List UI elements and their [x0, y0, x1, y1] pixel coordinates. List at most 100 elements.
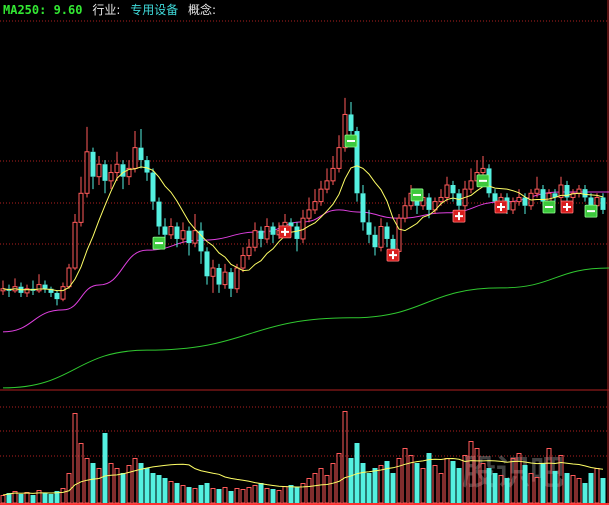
candle-body [78, 192, 84, 223]
volume-bar [498, 475, 504, 504]
volume-bar [138, 463, 144, 503]
candle [228, 268, 234, 298]
candle-body [492, 193, 498, 202]
candle-body [558, 184, 564, 198]
volume-bar [204, 483, 210, 503]
candle [324, 168, 330, 194]
volume-bar [534, 477, 540, 504]
candle-body [60, 286, 66, 300]
sell-signal-minus-icon [344, 134, 358, 148]
candle-body [228, 272, 234, 289]
candle [516, 189, 522, 206]
candle [180, 222, 186, 244]
volume-bar [588, 473, 594, 503]
candle-body [240, 255, 246, 269]
buy-signal-plus-icon [278, 225, 292, 239]
candle-body [150, 172, 156, 202]
volume-bar [294, 487, 300, 503]
volume-bar [300, 483, 306, 504]
candle [372, 226, 378, 256]
candle-body [222, 271, 228, 286]
volume-bar [282, 486, 288, 504]
volume-bar [144, 468, 150, 503]
candle [222, 263, 228, 289]
candle [54, 290, 60, 306]
volume-bar [60, 488, 66, 504]
ma-mid-line [2, 191, 609, 333]
volume-bar [378, 465, 384, 504]
candle-body [552, 193, 558, 198]
ma250-readout: MA250: 9.60 [3, 3, 83, 17]
candle-body [24, 288, 30, 294]
candle-body [438, 196, 444, 203]
candle-body [264, 226, 270, 240]
volume-bar [354, 443, 360, 503]
volume-bar [276, 490, 282, 504]
volume-bar [222, 487, 228, 504]
candle-body [468, 180, 474, 190]
volume-bar [510, 458, 516, 504]
candle [150, 168, 156, 210]
candle-body [258, 230, 264, 239]
sell-signal-minus-icon [152, 236, 166, 250]
volume-bar [312, 473, 318, 504]
candle-body [480, 167, 486, 174]
volume-bar [108, 463, 114, 504]
candle [60, 282, 66, 302]
candle [78, 176, 84, 227]
candle [102, 160, 108, 194]
candle [108, 164, 114, 190]
volume-bar [264, 488, 270, 504]
candle [84, 126, 90, 198]
industry-value[interactable]: 专用设备 [130, 3, 179, 17]
candle [444, 176, 450, 202]
volume-bar [6, 493, 12, 503]
volume-ma-line [2, 457, 604, 496]
volume-bar [270, 489, 276, 503]
candle [330, 155, 336, 185]
candle [42, 280, 48, 293]
candle [258, 226, 264, 248]
candle-body [396, 217, 402, 252]
candle-body [576, 188, 582, 194]
candle-body [522, 197, 528, 206]
volume-bar [336, 453, 342, 504]
volume-bar [366, 473, 372, 503]
candle-body [378, 226, 384, 248]
volume-bar [570, 475, 576, 504]
candle-body [594, 196, 600, 207]
candle-body [102, 164, 108, 181]
candle-body [234, 267, 240, 290]
candle-body [108, 172, 114, 182]
volume-bar [18, 494, 24, 503]
volume-bar [348, 458, 354, 503]
volume-bar [408, 455, 414, 504]
volume-bar [66, 473, 72, 504]
candle [348, 102, 354, 140]
candle [126, 160, 132, 185]
volume-bar [324, 475, 330, 504]
candle [564, 180, 570, 202]
candle-body [270, 226, 276, 235]
volume-bar [444, 458, 450, 504]
candle-body [312, 201, 318, 211]
ma-short-line [2, 165, 604, 292]
volume-bar [78, 443, 84, 504]
volume-bar [402, 448, 408, 504]
candle-body [348, 114, 354, 132]
volume-bar [90, 463, 96, 503]
candle [0, 280, 6, 295]
candle-body [384, 226, 390, 239]
volume-bar [0, 495, 6, 504]
candle-body [288, 222, 294, 227]
candle [534, 176, 540, 198]
candle-body [156, 201, 162, 227]
candle [210, 259, 216, 293]
candle [354, 126, 360, 202]
volume-bar [12, 491, 18, 504]
volume-bar [72, 413, 78, 504]
candle [72, 214, 78, 271]
candle [378, 218, 384, 252]
candle [318, 180, 324, 206]
